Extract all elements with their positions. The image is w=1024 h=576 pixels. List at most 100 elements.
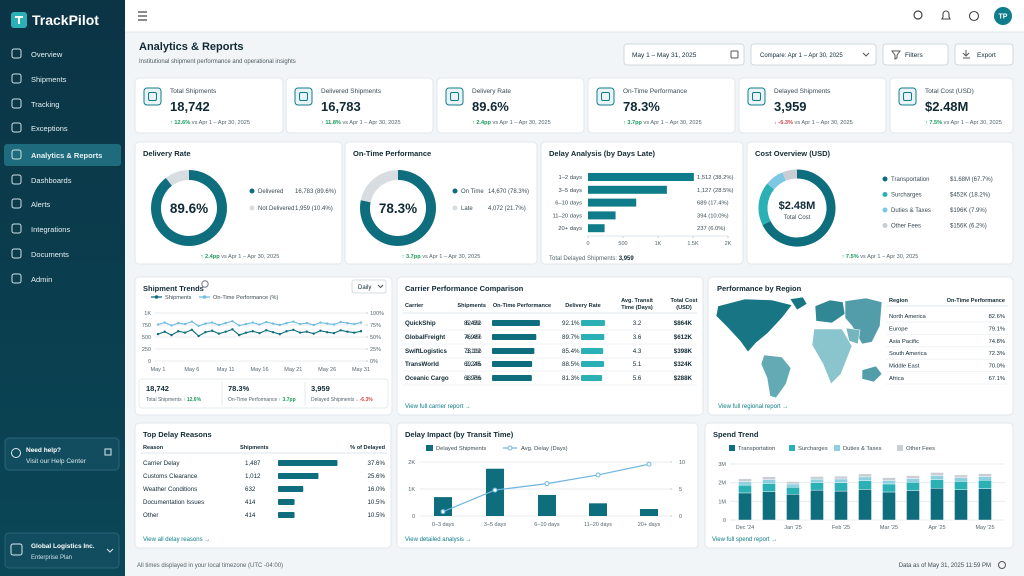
y-tick-label: 0 [723,518,726,524]
bar-segment [738,484,752,494]
kpi-icon [445,87,464,106]
kpi-card [436,77,585,134]
button[interactable] [750,43,877,66]
kpi-delta-part: vs Apr 1 – Apr 30, 2025 [795,120,853,126]
card-link[interactable]: View detailed analysis → [405,537,472,543]
kpi-icon [898,87,917,106]
topbar [125,0,1024,32]
kpi-card [285,77,434,134]
sidebar [0,0,125,576]
map-region [811,328,853,385]
x-tick-label: 500 [618,241,627,247]
external-icon [104,448,112,456]
series-point [298,331,302,334]
reason: Documentation Issues [143,499,204,506]
series-point [278,332,281,336]
bar [588,198,637,207]
map-region [861,365,883,383]
button[interactable] [882,43,949,66]
series-point [204,322,207,325]
org-box[interactable] [4,532,120,569]
nav-icon [11,198,22,209]
card-link[interactable]: View full carrier report → [405,404,471,410]
brand-logo-mark [15,16,23,24]
help-link[interactable]: Visit our Help Center [26,458,87,465]
card-link[interactable]: View full spend report → [712,537,777,543]
series-point [544,481,550,487]
legend-swatch [897,445,903,451]
bar-segment [738,481,752,486]
donut-segment [165,170,190,186]
nav-item[interactable]: Analytics & Reports [31,151,102,160]
card-title: Carrier Performance Comparison [405,284,524,293]
x-tick-label: May 26 [318,367,336,373]
nav-item[interactable]: Integrations [31,225,70,234]
avatar[interactable] [994,7,1012,25]
card-link[interactable]: View full regional report → [718,404,788,410]
cell-bar [492,361,533,367]
button[interactable] [623,43,745,66]
bar-segment [810,482,824,491]
table-card [396,276,704,416]
series-point [217,332,221,335]
nav-item[interactable]: Shipments [31,75,67,84]
chart-card [540,141,744,265]
nav-item[interactable]: Tracking [31,100,59,109]
y-tick-label: 3–5 days [558,188,582,194]
x-tick-label: 1K [655,241,662,247]
x-tick-label: Apr '25 [928,525,945,531]
bell-icon[interactable] [941,10,951,20]
bar-segment [858,480,872,490]
cell: 4.3 [633,348,642,355]
series-point [595,472,601,478]
series-point [224,330,227,333]
kpi-delta-part: vs Apr 1 – Apr 30, 2025 [944,120,1002,126]
cell: 88.5% [562,361,580,368]
series-point [251,330,254,333]
series-point [170,324,173,327]
bar-label: 1,512 (38.2%) [697,175,733,181]
legend-dot [452,188,458,194]
help-circle-icon[interactable] [968,10,980,22]
cell: 25.6% [367,473,385,480]
summary-label-part: On-Time Performance [228,397,277,403]
bar-segment [858,489,872,521]
interval-select[interactable] [351,279,387,294]
bar [588,211,616,220]
search-icon[interactable] [913,10,923,20]
menu-icon[interactable] [138,11,147,21]
series-point [163,321,166,324]
legend-value: 4,072 (21.7%) [488,206,526,212]
nav-item[interactable]: Alerts [31,200,50,209]
bar-segment [978,488,992,521]
chart-footer: Total Delayed Shipments: 3,959 [549,256,634,262]
help-box [4,437,120,471]
footer-note: All times displayed in your local timezo… [137,563,283,569]
legend-dot [202,295,207,299]
nav-item[interactable]: Dashboards [31,176,72,185]
series-point [271,331,275,334]
button[interactable] [954,43,1014,66]
kpi-value: 78.3% [623,99,660,114]
kpi-card [738,77,887,134]
kpi-card [134,77,284,134]
card-link[interactable]: View all delay reasons → [143,537,210,543]
cell: 2,245 [466,361,482,368]
refresh-icon[interactable] [998,561,1006,569]
brand: TrackPilot [32,12,99,28]
nav-item[interactable]: Overview [31,50,63,59]
nav-item[interactable]: Exceptions [31,124,68,133]
y-tick-label: 750 [142,323,151,329]
chart-footer-part: vs Apr 1 – Apr 30, 2025 [422,254,480,260]
y-tick-label: 2M [718,481,726,487]
bar-segment [834,475,848,480]
donut-center: 78.3% [379,201,417,216]
series-point [163,330,166,333]
series-point [353,322,356,326]
nav-item[interactable]: Admin [31,275,52,284]
series-point [231,319,234,323]
bar-segment [930,472,944,476]
export-icon [962,50,970,59]
nav-item[interactable]: Documents [31,250,69,259]
series-point [359,330,363,333]
